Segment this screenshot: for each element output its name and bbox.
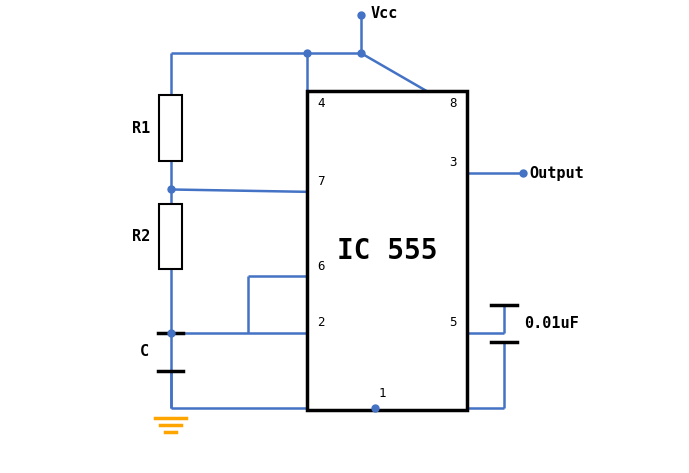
Text: 2: 2 bbox=[317, 316, 325, 329]
Text: 5: 5 bbox=[449, 316, 456, 329]
Text: Output: Output bbox=[529, 166, 584, 181]
Text: R1: R1 bbox=[132, 121, 150, 136]
Bar bbox=[158, 203, 183, 270]
Text: 0.01uF: 0.01uF bbox=[524, 316, 579, 331]
Text: IC 555: IC 555 bbox=[336, 236, 437, 264]
Bar bbox=[307, 91, 466, 411]
Text: C: C bbox=[140, 344, 149, 359]
Text: 6: 6 bbox=[317, 260, 325, 273]
Text: 7: 7 bbox=[317, 175, 325, 188]
Text: 1: 1 bbox=[379, 387, 387, 400]
Bar bbox=[158, 96, 183, 161]
Text: 3: 3 bbox=[449, 156, 456, 169]
Text: R2: R2 bbox=[132, 229, 150, 244]
Text: Vcc: Vcc bbox=[371, 6, 398, 21]
Text: 8: 8 bbox=[449, 97, 456, 111]
Text: 4: 4 bbox=[317, 97, 325, 111]
